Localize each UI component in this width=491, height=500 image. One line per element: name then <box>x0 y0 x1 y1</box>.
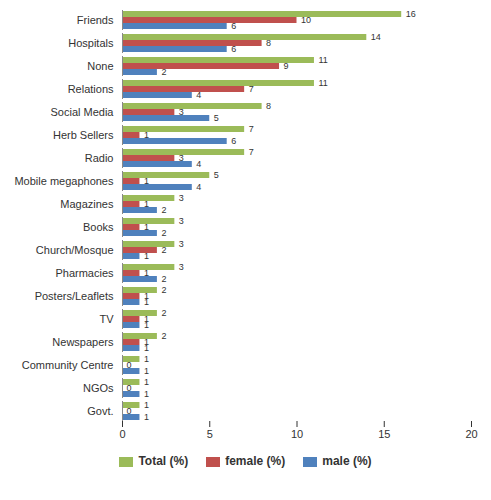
svg-text:1: 1 <box>144 389 149 399</box>
svg-text:8: 8 <box>266 38 271 48</box>
svg-text:Books: Books <box>83 221 114 233</box>
svg-text:Govt.: Govt. <box>87 405 113 417</box>
svg-text:4: 4 <box>196 159 201 169</box>
svg-text:Mobile megaphones: Mobile megaphones <box>14 175 114 187</box>
svg-text:14: 14 <box>371 32 381 42</box>
svg-text:1: 1 <box>144 268 149 278</box>
svg-text:1: 1 <box>144 354 149 364</box>
svg-text:3: 3 <box>179 107 184 117</box>
svg-text:7: 7 <box>249 84 254 94</box>
svg-text:0: 0 <box>119 428 125 440</box>
svg-text:3: 3 <box>179 153 184 163</box>
svg-text:1: 1 <box>144 377 149 387</box>
svg-text:2: 2 <box>161 331 166 341</box>
svg-text:20: 20 <box>465 428 477 440</box>
svg-text:5: 5 <box>207 428 213 440</box>
svg-text:4: 4 <box>196 182 201 192</box>
svg-text:5: 5 <box>214 170 219 180</box>
svg-text:0: 0 <box>127 360 132 370</box>
svg-text:1: 1 <box>144 176 149 186</box>
svg-text:8: 8 <box>266 101 271 111</box>
svg-text:2: 2 <box>161 308 166 318</box>
svg-text:1: 1 <box>143 337 149 348</box>
svg-text:2: 2 <box>161 228 166 238</box>
html-text:male (%): male (%) <box>322 454 372 468</box>
svg-text:1: 1 <box>144 400 149 410</box>
svg-text:6: 6 <box>231 21 236 31</box>
svg-text:0: 0 <box>127 383 132 393</box>
html-text:female (%): female (%) <box>225 454 286 468</box>
svg-text:0: 0 <box>127 406 132 416</box>
svg-text:4: 4 <box>196 90 201 100</box>
svg-text:Relations: Relations <box>68 83 114 95</box>
svg-text:11: 11 <box>318 78 327 88</box>
svg-text:10: 10 <box>291 428 303 440</box>
svg-text:7: 7 <box>249 147 254 157</box>
svg-text:3: 3 <box>179 239 184 249</box>
svg-text:2: 2 <box>161 245 166 255</box>
svg-text:Church/Mosque: Church/Mosque <box>36 244 114 256</box>
svg-text:Magazines: Magazines <box>60 198 114 210</box>
svg-text:7: 7 <box>249 124 254 134</box>
svg-text:Newspapers: Newspapers <box>52 336 114 348</box>
svg-text:2: 2 <box>161 67 166 77</box>
svg-text:1: 1 <box>143 291 149 302</box>
svg-text:Community Centre: Community Centre <box>22 359 114 371</box>
svg-text:6: 6 <box>231 44 236 54</box>
svg-text:11: 11 <box>318 55 327 65</box>
svg-text:Social Media: Social Media <box>51 106 115 118</box>
svg-text:1: 1 <box>144 366 149 376</box>
svg-text:1: 1 <box>144 343 149 353</box>
svg-text:1: 1 <box>144 320 149 330</box>
svg-text:3: 3 <box>179 193 184 203</box>
svg-text:3: 3 <box>179 262 184 272</box>
svg-text:15: 15 <box>378 428 390 440</box>
svg-text:16: 16 <box>406 9 416 19</box>
svg-text:None: None <box>87 60 113 72</box>
svg-text:Herb Sellers: Herb Sellers <box>53 129 114 141</box>
svg-text:Posters/Leaflets: Posters/Leaflets <box>35 290 114 302</box>
svg-text:1: 1 <box>144 199 149 209</box>
svg-text:5: 5 <box>214 113 219 123</box>
svg-text:3: 3 <box>179 216 184 226</box>
svg-text:1: 1 <box>143 314 149 325</box>
svg-text:6: 6 <box>231 136 236 146</box>
svg-text:1: 1 <box>144 251 149 261</box>
html-text:Total (%): Total (%) <box>138 454 189 468</box>
svg-text:10: 10 <box>301 15 311 25</box>
svg-text:Pharmacies: Pharmacies <box>55 267 114 279</box>
svg-text:Radio: Radio <box>85 152 114 164</box>
svg-text:Friends: Friends <box>77 14 114 26</box>
svg-text:9: 9 <box>284 61 289 71</box>
svg-text:1: 1 <box>144 130 149 140</box>
svg-text:TV: TV <box>99 313 114 325</box>
svg-text:NGOs: NGOs <box>83 382 114 394</box>
svg-text:1: 1 <box>144 222 149 232</box>
svg-text:2: 2 <box>161 274 166 284</box>
svg-text:2: 2 <box>161 285 166 295</box>
svg-text:Hospitals: Hospitals <box>68 37 114 49</box>
svg-text:2: 2 <box>161 205 166 215</box>
svg-text:1: 1 <box>144 297 149 307</box>
svg-text:1: 1 <box>144 412 149 422</box>
